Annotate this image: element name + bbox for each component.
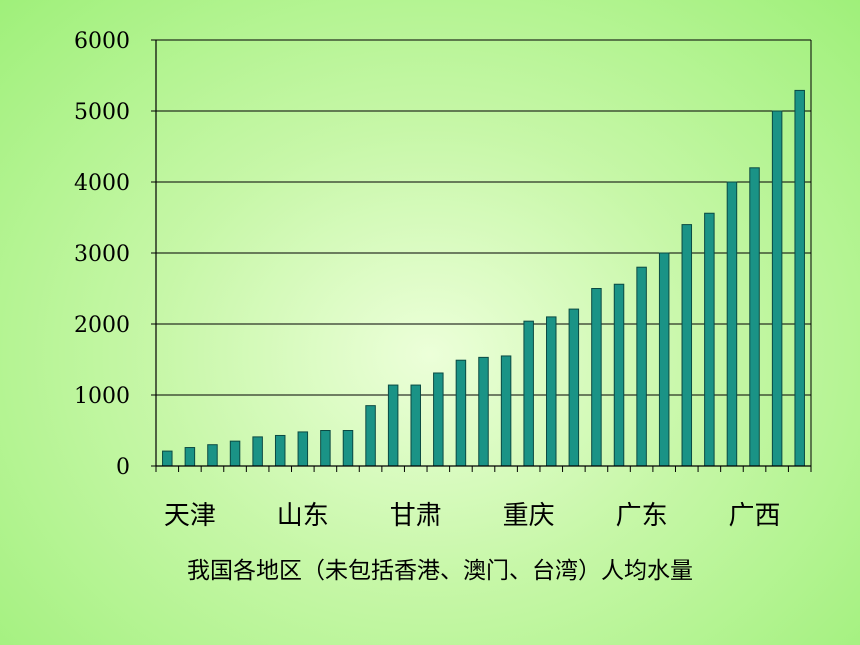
bar xyxy=(455,359,467,467)
bar xyxy=(500,355,512,467)
bar xyxy=(681,224,693,467)
y-tick-label: 5000 xyxy=(74,100,130,125)
bar xyxy=(771,110,783,467)
x-tick-label: 山东 xyxy=(277,501,329,531)
bar xyxy=(636,266,647,467)
x-tick-label: 广西 xyxy=(729,501,781,531)
y-tick-label: 4000 xyxy=(74,171,130,196)
bar xyxy=(320,430,331,467)
bar xyxy=(546,316,557,467)
bar xyxy=(410,384,421,467)
bars xyxy=(162,89,805,467)
bar xyxy=(207,444,218,467)
bar xyxy=(613,283,625,467)
bar xyxy=(749,167,760,467)
bar xyxy=(387,384,399,467)
y-tick-label: 3000 xyxy=(74,242,130,267)
y-tick-label: 0 xyxy=(116,455,130,480)
bar xyxy=(478,356,489,467)
x-tick-label: 广东 xyxy=(616,501,668,531)
bar xyxy=(162,450,173,467)
y-tick-label: 1000 xyxy=(74,384,130,409)
bar xyxy=(342,430,354,467)
x-tick-label: 重庆 xyxy=(503,501,555,531)
axes xyxy=(151,39,812,472)
y-tick-label: 2000 xyxy=(74,313,130,338)
bar xyxy=(726,181,738,467)
bar xyxy=(591,288,602,467)
bar xyxy=(658,252,670,467)
x-tick-label: 天津 xyxy=(164,501,216,531)
bar xyxy=(794,89,805,467)
bar xyxy=(365,405,376,467)
bar xyxy=(297,431,309,467)
y-tick-label: 6000 xyxy=(74,29,130,54)
bar xyxy=(274,434,286,467)
x-tick-labels: 天津 山东 甘肃 重庆 广东 广西 xyxy=(164,501,781,531)
bar xyxy=(184,447,196,467)
y-tick-labels: 0 1000 2000 3000 4000 5000 6000 xyxy=(74,29,130,480)
gridlines xyxy=(156,39,811,396)
chart-title: 我国各地区（未包括香港、澳门、台湾）人均水量 xyxy=(187,558,693,584)
bar xyxy=(252,436,263,467)
bar xyxy=(704,212,715,467)
bar xyxy=(433,372,444,467)
bar xyxy=(568,308,580,467)
bar xyxy=(229,440,241,467)
x-tick-label: 甘肃 xyxy=(390,501,442,531)
bar xyxy=(523,320,534,467)
